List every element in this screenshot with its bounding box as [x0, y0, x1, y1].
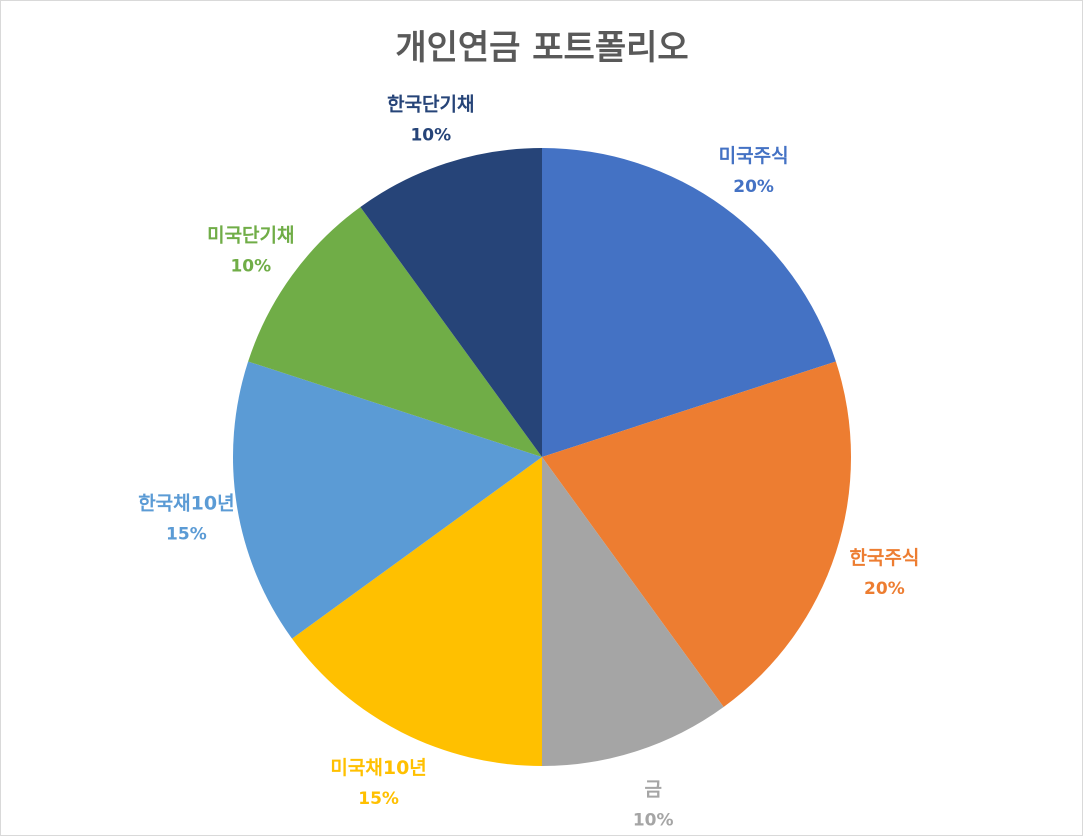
pie-slice: [542, 361, 852, 707]
slice-percent-label: 20%: [864, 579, 905, 599]
slice-category-label: 한국채10년: [138, 492, 234, 514]
pie-slice: [360, 148, 542, 457]
chart-title: 개인연금 포트폴리오: [395, 28, 688, 68]
slice-percent-label: 10%: [230, 256, 271, 276]
pie-slice: [248, 207, 542, 457]
pie-slice: [542, 457, 724, 766]
slice-percent-label: 10%: [633, 810, 674, 830]
slice-percent-label: 20%: [733, 177, 774, 197]
pie-slice: [542, 148, 836, 457]
slice-category-label: 미국주식: [719, 145, 789, 167]
pie-slice: [292, 457, 542, 766]
pie-slices: [232, 148, 852, 766]
slice-category-label: 미국채10년: [330, 757, 426, 779]
slice-percent-label: 15%: [358, 789, 399, 809]
slice-percent-label: 15%: [166, 524, 207, 544]
slice-category-label: 한국단기채: [387, 94, 474, 116]
data-labels: 미국주식 20% 한국주식 20% 금 10% 미국채10년 15% 한국채10년 15% 미국단기…: [138, 94, 919, 831]
slice-category-label: 한국주식: [849, 547, 919, 569]
slice-category-label: 미국단기채: [207, 224, 294, 246]
pie-slice: [232, 361, 542, 639]
slice-percent-label: 10%: [410, 126, 451, 146]
slice-category-label: 금: [644, 778, 661, 800]
